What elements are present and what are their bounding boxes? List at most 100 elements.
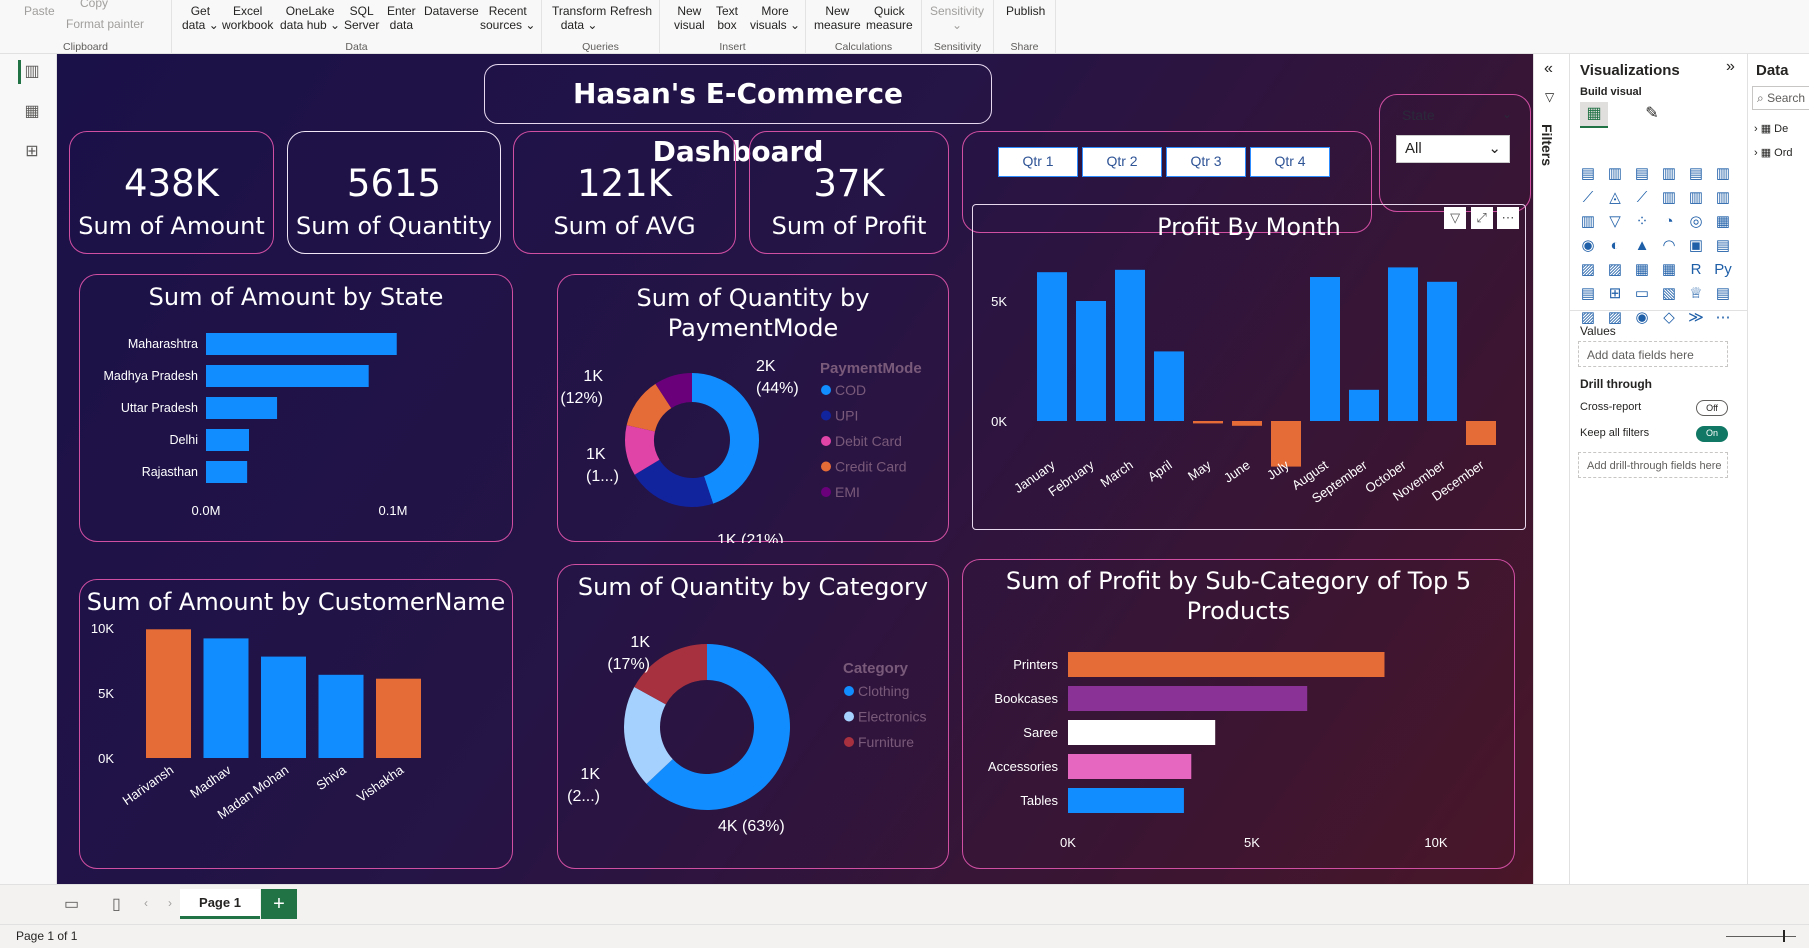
visual-type-icon[interactable]: ▥ bbox=[1661, 165, 1677, 182]
excel-workbook-button[interactable]: Excel workbook bbox=[222, 4, 274, 32]
more-visuals-button[interactable]: More visuals ⌄ bbox=[750, 4, 801, 32]
zoom-slider-thumb[interactable] bbox=[1783, 930, 1785, 942]
visual-type-icon[interactable]: ♕ bbox=[1689, 285, 1703, 302]
visual-type-icon[interactable]: ⊞ bbox=[1608, 285, 1622, 302]
add-page-button[interactable]: + bbox=[261, 889, 297, 919]
data-table-item[interactable]: › ▦ Ord bbox=[1754, 147, 1793, 159]
collapse-icon[interactable]: » bbox=[1726, 58, 1735, 75]
filter-icon[interactable]: ▽ bbox=[1444, 207, 1467, 229]
visual-type-icon[interactable]: ▤ bbox=[1634, 165, 1650, 182]
visual-type-icon[interactable]: ▭ bbox=[1634, 285, 1650, 302]
scroll-right-icon[interactable]: › bbox=[168, 896, 172, 910]
visual-type-icon[interactable]: ▨ bbox=[1607, 261, 1623, 278]
sensitivity-button[interactable]: Sensitivity ⌄ bbox=[930, 4, 985, 32]
quarter-button-4[interactable]: Qtr 4 bbox=[1250, 147, 1330, 177]
more-options-icon[interactable]: ⋯ bbox=[1497, 207, 1519, 229]
keep-all-filters-toggle[interactable]: On bbox=[1696, 426, 1728, 442]
onelake-data-hub-button[interactable]: OneLake data hub ⌄ bbox=[280, 4, 341, 32]
transform-data-button[interactable]: Transform data ⌄ bbox=[552, 4, 607, 32]
visual-type-icon[interactable]: ◐ bbox=[1610, 237, 1620, 254]
visual-type-icon[interactable]: ▨ bbox=[1607, 309, 1623, 326]
quarter-button-1[interactable]: Qtr 1 bbox=[998, 147, 1078, 177]
visual-type-icon[interactable]: R bbox=[1690, 261, 1702, 278]
kpi-card-quantity[interactable]: 5615 Sum of Quantity bbox=[287, 131, 501, 254]
visual-type-icon[interactable]: ▤ bbox=[1715, 285, 1731, 302]
paste-button[interactable]: Paste bbox=[24, 4, 55, 18]
visual-type-icon[interactable]: ◔ bbox=[1664, 213, 1674, 230]
visual-type-icon[interactable]: Py bbox=[1714, 261, 1732, 278]
kpi-card-amount[interactable]: 438K Sum of Amount bbox=[69, 131, 274, 254]
format-painter-button[interactable]: Format painter bbox=[66, 17, 145, 31]
new-visual-button[interactable]: New visual bbox=[674, 4, 705, 32]
data-search-input[interactable]: ⌕ Search bbox=[1752, 86, 1809, 110]
publish-button[interactable]: Publish bbox=[1006, 4, 1046, 18]
enter-data-button[interactable]: Enter data bbox=[387, 4, 416, 32]
visual-type-icon[interactable]: ⟋ bbox=[1636, 189, 1648, 206]
quick-measure-button[interactable]: Quick measure bbox=[866, 4, 913, 32]
visual-type-icon[interactable]: ▤ bbox=[1580, 285, 1596, 302]
report-view-icon[interactable]: ▥ bbox=[24, 63, 40, 80]
get-data-button[interactable]: Get data ⌄ bbox=[182, 4, 219, 32]
visual-type-icon[interactable]: ▥ bbox=[1607, 165, 1623, 182]
visual-type-icon[interactable]: ▥ bbox=[1688, 189, 1704, 206]
sql-server-button[interactable]: SQL Server bbox=[344, 4, 380, 32]
visual-type-icon[interactable]: ▣ bbox=[1688, 237, 1704, 254]
cross-report-toggle[interactable]: Off bbox=[1696, 400, 1728, 416]
page-tab[interactable]: Page 1 bbox=[180, 889, 260, 919]
mobile-layout-icon[interactable]: ▯ bbox=[112, 896, 121, 913]
state-dropdown[interactable]: All ⌄ bbox=[1396, 135, 1510, 163]
visual-type-icon[interactable]: ▥ bbox=[1661, 189, 1677, 206]
refresh-button[interactable]: Refresh bbox=[610, 4, 653, 18]
visual-type-icon[interactable]: ⟋ bbox=[1582, 189, 1594, 206]
visual-type-icon[interactable]: ▥ bbox=[1580, 213, 1596, 230]
copy-button[interactable]: Copy bbox=[80, 0, 109, 10]
visual-type-icon[interactable]: ▽ bbox=[1609, 213, 1621, 230]
visual-type-icon[interactable]: ▤ bbox=[1688, 165, 1704, 182]
quarter-button-2[interactable]: Qtr 2 bbox=[1082, 147, 1162, 177]
visual-type-icon[interactable]: ▨ bbox=[1580, 309, 1596, 326]
text-box-button[interactable]: Text box bbox=[716, 4, 739, 32]
visual-type-icon[interactable]: ≫ bbox=[1688, 309, 1704, 326]
amount-by-state-card[interactable]: Sum of Amount by State Maharashtra Madhya… bbox=[79, 274, 513, 542]
data-table-item[interactable]: › ▦ De bbox=[1754, 123, 1789, 135]
visual-type-icon[interactable]: ▥ bbox=[1715, 165, 1731, 182]
new-measure-button[interactable]: New measure bbox=[814, 4, 861, 32]
dataverse-button[interactable]: Dataverse bbox=[424, 4, 479, 18]
visual-type-icon[interactable]: ◬ bbox=[1609, 189, 1621, 206]
visual-type-icon[interactable]: ▧ bbox=[1661, 285, 1677, 302]
visual-type-icon[interactable]: ▦ bbox=[1634, 261, 1650, 278]
zoom-slider[interactable] bbox=[1726, 936, 1796, 937]
recent-sources-button[interactable]: Recent sources ⌄ bbox=[480, 4, 536, 32]
desktop-layout-icon[interactable]: ▭ bbox=[64, 896, 80, 913]
amount-by-customer-card[interactable]: Sum of Amount by CustomerName 10K 5K 0K Har… bbox=[79, 579, 513, 869]
focus-mode-icon[interactable]: ⤢ bbox=[1470, 207, 1493, 229]
kpi-card-profit[interactable]: 37K Sum of Profit bbox=[749, 131, 949, 254]
drill-through-well[interactable]: Add drill-through fields here bbox=[1578, 452, 1728, 478]
visual-type-icon[interactable]: ▤ bbox=[1580, 165, 1596, 182]
visual-type-icon[interactable]: ▦ bbox=[1715, 213, 1731, 230]
scroll-left-icon[interactable]: ‹ bbox=[144, 896, 148, 910]
build-visual-tab-icon[interactable]: ▦ bbox=[1580, 102, 1608, 128]
visual-type-icon[interactable]: ▤ bbox=[1715, 237, 1731, 254]
visual-type-icon[interactable]: ⋯ bbox=[1715, 309, 1731, 326]
visual-type-icon[interactable]: ◉ bbox=[1635, 309, 1649, 326]
visual-type-icon[interactable]: ◎ bbox=[1689, 213, 1703, 230]
visual-type-icon[interactable]: ▨ bbox=[1580, 261, 1596, 278]
visual-type-icon[interactable]: ◠ bbox=[1662, 237, 1676, 254]
quarter-button-3[interactable]: Qtr 3 bbox=[1166, 147, 1246, 177]
visual-type-icon[interactable]: ◉ bbox=[1581, 237, 1595, 254]
profit-by-month-card[interactable]: ▽ ⤢ ⋯ Profit By Month 5K 0K January Februar… bbox=[972, 204, 1526, 530]
profit-by-subcategory-card[interactable]: Sum of Profit by Sub-Category of Top 5 P… bbox=[962, 559, 1515, 869]
visual-type-icon[interactable]: ⁘ bbox=[1635, 213, 1649, 230]
chevron-down-icon[interactable]: ⌄ bbox=[1502, 107, 1513, 121]
filters-pane-collapsed[interactable]: « ▽ Filters bbox=[1534, 54, 1570, 884]
values-well[interactable]: Add data fields here bbox=[1578, 341, 1728, 367]
visual-type-icon[interactable]: ▥ bbox=[1715, 189, 1731, 206]
format-visual-tab-icon[interactable]: ✎ bbox=[1645, 105, 1659, 122]
visual-type-icon[interactable]: ◇ bbox=[1663, 309, 1675, 326]
visual-type-icon[interactable]: ▲ bbox=[1634, 237, 1650, 254]
quantity-by-paymentmode-card[interactable]: Sum of Quantity by PaymentMode 2K (44%) 1K… bbox=[557, 274, 949, 543]
kpi-card-avg[interactable]: 121K Sum of AVG bbox=[513, 131, 736, 254]
visual-type-icon[interactable]: ▦ bbox=[1661, 261, 1677, 278]
model-view-icon[interactable]: ⊞ bbox=[25, 143, 39, 160]
